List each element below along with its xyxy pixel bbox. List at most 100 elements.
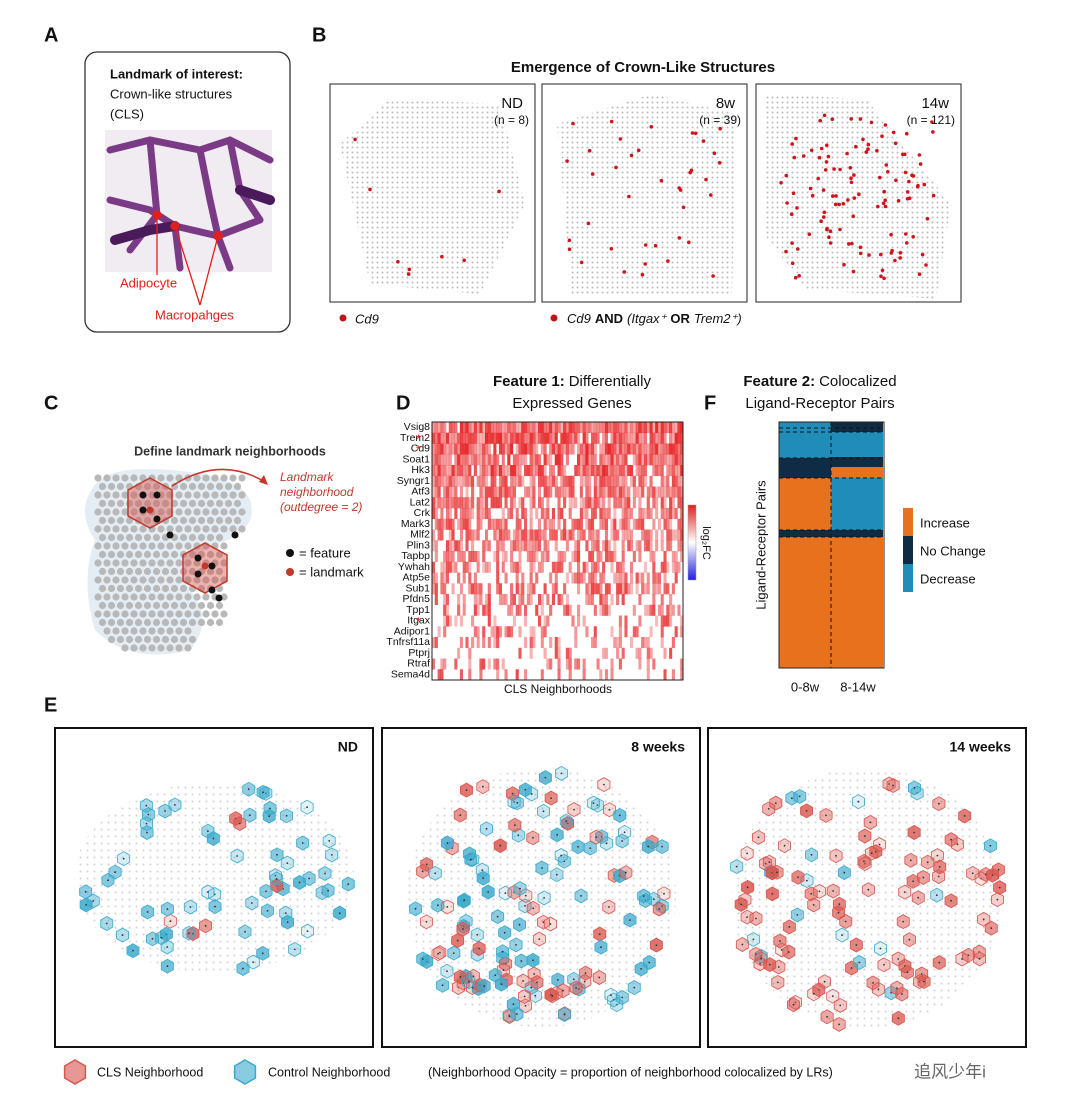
spot [211,491,219,499]
heatmap-cell [599,518,603,530]
heatmap-cell [476,432,480,444]
spot [143,482,152,491]
spot [121,644,129,652]
cd9-spot [920,252,925,257]
heatmap-cell [590,561,595,573]
heatmap-cell [487,540,491,552]
heatmap-cell [540,508,544,520]
heatmap-cell [649,529,653,541]
heatmap-cell [454,658,458,670]
cd9-spot [849,180,854,185]
heatmap-cell [646,529,650,541]
landmark-spot [589,847,592,849]
heatmap-cell [669,647,673,659]
landmark-spot [293,948,296,951]
annotation: neighborhood [280,485,354,499]
histology-image [105,130,275,272]
heatmap-cell [669,594,673,606]
landmark-spot [530,986,533,989]
heatmap-cell [616,594,620,606]
heatmap-cell [563,604,567,616]
landmark-spot [926,861,929,864]
cd9-spot [797,274,801,278]
heatmap-cell [677,561,681,573]
heatmap-cell [627,443,631,455]
heatmap-cell [543,432,547,444]
heatmap-cell [627,518,631,530]
landmark-spot [465,789,468,791]
heatmap-cell [610,454,614,466]
heatmap-cell [657,572,661,584]
spot [193,508,201,516]
heatmap-block [831,467,883,478]
heatmap-cell [443,561,447,573]
heatmap-cell [646,583,650,595]
heatmap-cell [496,529,500,541]
heatmap-cell [674,551,678,563]
landmark-spot [580,895,582,897]
heatmap-cell [473,583,477,595]
cd9-spot [845,151,849,156]
spot [229,508,237,516]
heatmap-cell [459,497,463,509]
spot [202,474,210,482]
heatmap-cell [490,454,494,466]
heatmap-cell [557,508,561,520]
heatmap-cell [537,540,542,552]
heatmap-cell [445,497,450,509]
spot [179,533,188,542]
landmark-spot [764,862,767,865]
heatmap-cell [445,572,450,584]
heatmap-cell [501,432,505,444]
landmark-spot [338,912,341,914]
landmark-spot [850,967,853,969]
heatmap-cell [496,465,500,477]
heatmap-cell [599,508,603,520]
heatmap-cell [526,443,530,455]
heatmap-cell [669,518,673,530]
heatmap-cell [468,647,472,659]
gene-label: Vsig8 [404,421,430,433]
landmark-spot [276,853,278,856]
landmark-spot [982,918,985,921]
heatmap-cell [593,486,597,498]
heatmap-cell [554,432,558,444]
heatmap-cell [434,454,438,466]
spot [179,601,188,610]
heatmap-cell [451,583,455,595]
cd9-spot [875,148,879,153]
spot [166,542,174,550]
spot [143,516,152,525]
heatmap-cell [602,454,606,466]
heatmap-cell [674,475,678,487]
heatmap-cell [484,432,489,444]
spot [103,610,111,618]
heatmap-cell [457,594,461,606]
heatmap-cell [482,604,486,616]
heatmap-cell [526,583,530,595]
heatmap-cell [535,540,539,552]
heatmap-cell [551,465,556,477]
heatmap-cell [632,518,636,530]
heatmap-cell [521,508,525,520]
heatmap-cell [498,583,503,595]
heatmap-cell [476,475,480,487]
heatmap-cell [451,443,455,455]
heatmap-cell [571,422,575,434]
cd9-spot [861,137,865,142]
landmark-spot [978,958,981,960]
heatmap-cell [529,540,533,552]
heatmap-cell [674,443,678,455]
heatmap-cell [602,518,606,530]
heatmap-cell [635,647,639,659]
cd9-spot [825,226,829,231]
landmark-spot [250,902,253,904]
heatmap-cell [635,626,639,638]
heatmap-cell [563,443,567,455]
heatmap-cell [585,465,589,477]
heatmap-cell [493,658,497,670]
heatmap-cell [457,432,461,444]
heatmap-cell [490,465,494,477]
heatmap-cell [585,497,589,509]
heatmap-cell [445,561,450,573]
